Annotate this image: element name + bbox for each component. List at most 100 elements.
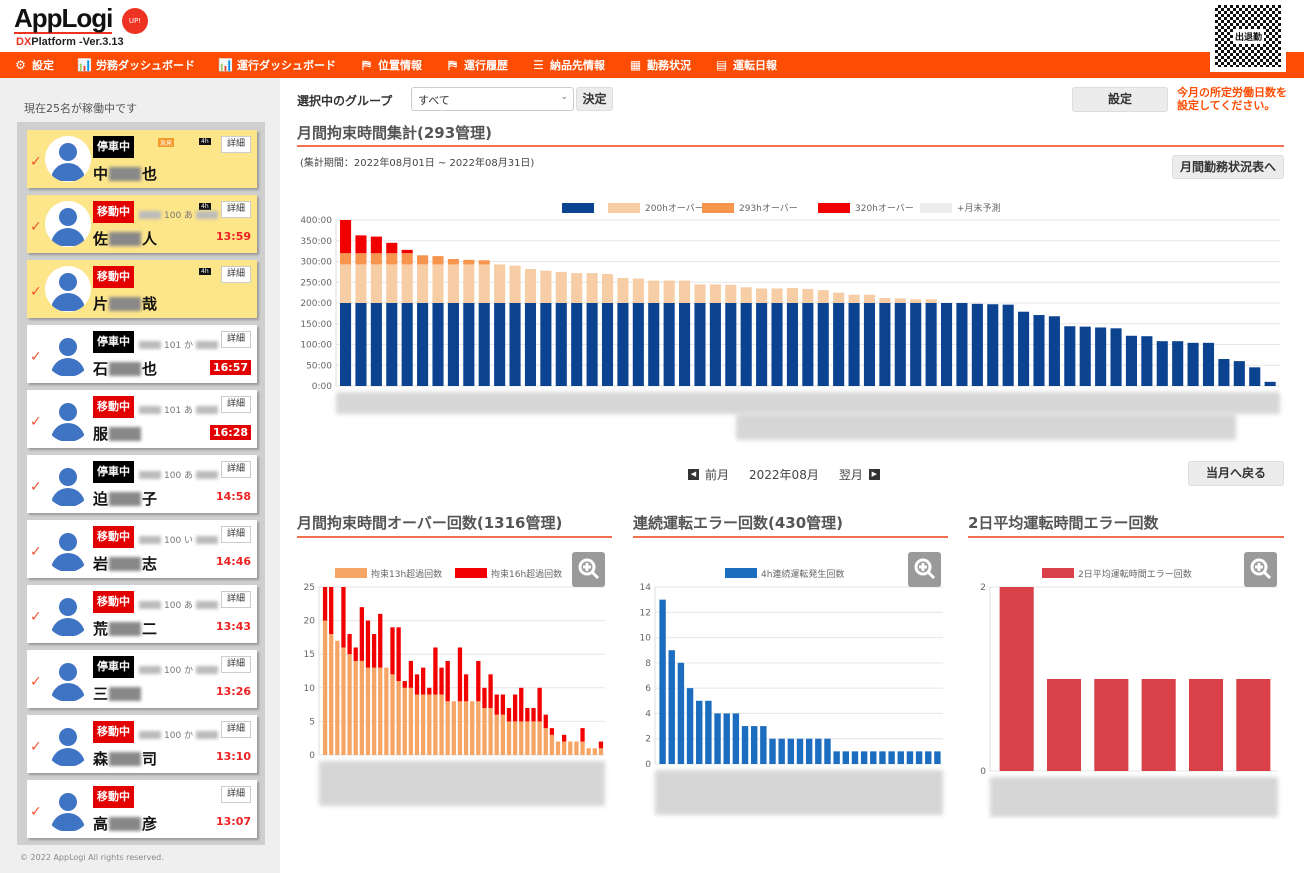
bar (760, 726, 767, 764)
check-icon[interactable]: ✓ (30, 739, 42, 755)
check-icon[interactable]: ✓ (30, 804, 42, 820)
legend-swatch (1042, 568, 1074, 578)
check-icon[interactable]: ✓ (30, 349, 42, 365)
driver-card[interactable]: ✓ 移動中 100 か 森司 詳細 13:10 (27, 715, 257, 773)
driver-card[interactable]: ✓ 移動中 4h 100 あ 佐人 詳細 13:59 (27, 195, 257, 253)
nav-item[interactable]: ▤ 運転日報 (715, 57, 777, 73)
bar (322, 587, 328, 621)
bar-segment (571, 273, 583, 303)
nav-item-label: 運行ダッシュボード (237, 59, 336, 72)
bar (906, 751, 914, 764)
y-tick-label: 12 (640, 608, 651, 618)
next-month-link[interactable]: 翌月 (838, 468, 863, 482)
check-icon[interactable]: ✓ (30, 609, 42, 625)
driver-card[interactable]: ✓ 停車中 急発 4h 中也 詳細 (27, 130, 257, 188)
applogi-logo[interactable]: AppLogi (14, 3, 113, 34)
bar-segment (524, 268, 537, 303)
bar (512, 721, 518, 755)
detail-button[interactable]: 詳細 (221, 331, 251, 348)
detail-button[interactable]: 詳細 (221, 786, 251, 803)
nav-item[interactable]: ☰ 納品先情報 (532, 57, 605, 73)
group-select[interactable]: すべて ⌄ (411, 87, 574, 111)
check-icon[interactable]: ✓ (30, 219, 42, 235)
bar-segment (648, 303, 660, 386)
nav-item[interactable]: 📊 労務ダッシュボード (77, 57, 195, 73)
next-month-icon[interactable]: ▶ (868, 469, 880, 480)
check-icon[interactable]: ✓ (30, 284, 42, 300)
nav-item[interactable]: ⚙ 設定 (14, 57, 54, 73)
detail-button[interactable]: 詳細 (221, 266, 251, 283)
legend-label: 2日平均運転時間エラー回数 (1078, 568, 1192, 580)
bar (525, 721, 530, 755)
driver-card[interactable]: ✓ 移動中 100 い 岩志 詳細 14:46 (27, 520, 257, 578)
driver-card[interactable]: ✓ 移動中 101 あ 服 詳細 16:28 (27, 390, 257, 448)
nav-item[interactable]: 📊 運行ダッシュボード (218, 57, 336, 73)
bar-segment (925, 299, 937, 303)
bar-segment (417, 264, 429, 303)
bar (482, 707, 487, 755)
last-update-time: 16:57 (209, 360, 251, 375)
driver-card[interactable]: ✓ 移動中 100 あ 荒二 詳細 13:43 (27, 585, 257, 643)
zoom-chart-button[interactable] (1244, 552, 1277, 587)
qr-pattern: 出退勤 (1215, 5, 1281, 67)
nav-item[interactable]: ▦ 勤務状況 (629, 57, 691, 73)
decide-button[interactable]: 決定 (576, 87, 613, 111)
detail-button[interactable]: 詳細 (221, 461, 251, 478)
bar-segment (355, 264, 367, 303)
detail-button[interactable]: 詳細 (221, 136, 251, 153)
detail-button[interactable]: 詳細 (221, 526, 251, 543)
zoom-chart-button[interactable] (908, 552, 941, 587)
bar (494, 714, 499, 755)
bar (488, 674, 493, 708)
bar (457, 647, 463, 702)
zoom-chart-button[interactable] (572, 552, 605, 587)
check-icon[interactable]: ✓ (30, 544, 42, 560)
bar-segment (1079, 326, 1091, 386)
bar (402, 687, 407, 755)
bar (396, 627, 401, 682)
driver-list[interactable]: ✓ 停車中 急発 4h 中也 詳細 ✓ 移動中 4h 100 あ 佐人 詳細 1… (17, 122, 265, 845)
bar (390, 627, 395, 675)
check-icon[interactable]: ✓ (30, 414, 42, 430)
bar (476, 701, 481, 755)
monthly-status-button[interactable]: 月間勤務状況表へ (1172, 155, 1284, 179)
detail-button[interactable]: 詳細 (221, 396, 251, 413)
driver-name: 岩志 (93, 555, 158, 573)
bar (463, 701, 469, 755)
bar (335, 640, 340, 755)
settings-button[interactable]: 設定 (1072, 87, 1168, 112)
nav-item[interactable]: ⛿ 位置情報 (360, 57, 422, 73)
driver-card[interactable]: ✓ 移動中 高彦 詳細 13:07 (27, 780, 257, 838)
back-to-current-month-button[interactable]: 当月へ戻る (1188, 461, 1284, 486)
detail-button[interactable]: 詳細 (221, 721, 251, 738)
detail-button[interactable]: 詳細 (221, 656, 251, 673)
y-tick-label: 14 (640, 583, 652, 593)
vehicle-plate: 100 あ (139, 468, 219, 481)
y-tick-label: 8 (645, 659, 651, 669)
detail-button[interactable]: 詳細 (221, 591, 251, 608)
check-icon[interactable]: ✓ (30, 154, 42, 170)
legend-swatch (725, 568, 757, 578)
bar-chart-icon: 📊 (218, 58, 233, 72)
bar-segment (1141, 336, 1153, 386)
check-icon[interactable]: ✓ (30, 479, 42, 495)
driver-card[interactable]: ✓ 停車中 100 か 三 詳細 13:26 (27, 650, 257, 708)
prev-month-link[interactable]: 前月 (705, 468, 730, 482)
x-axis-labels-blurred (336, 392, 1280, 414)
bar (870, 751, 877, 764)
bar-segment (1095, 327, 1107, 386)
driver-card[interactable]: ✓ 停車中 101 か 石也 詳細 16:57 (27, 325, 257, 383)
bar (714, 713, 721, 764)
detail-button[interactable]: 詳細 (221, 201, 251, 218)
attendance-qr-code[interactable]: 出退勤 (1210, 0, 1286, 72)
bar-segment (370, 264, 382, 303)
nav-item[interactable]: ⛿ 運行履歴 (446, 57, 508, 73)
bar-segment (494, 303, 506, 386)
bar (659, 599, 666, 764)
check-icon[interactable]: ✓ (30, 674, 42, 690)
bar (421, 694, 426, 755)
driver-card[interactable]: ✓ 移動中 4h 片哉 詳細 (27, 260, 257, 318)
bar-segment (894, 298, 906, 303)
prev-month-icon[interactable]: ◀ (688, 469, 699, 480)
driver-card[interactable]: ✓ 停車中 100 あ 迫子 詳細 14:58 (27, 455, 257, 513)
